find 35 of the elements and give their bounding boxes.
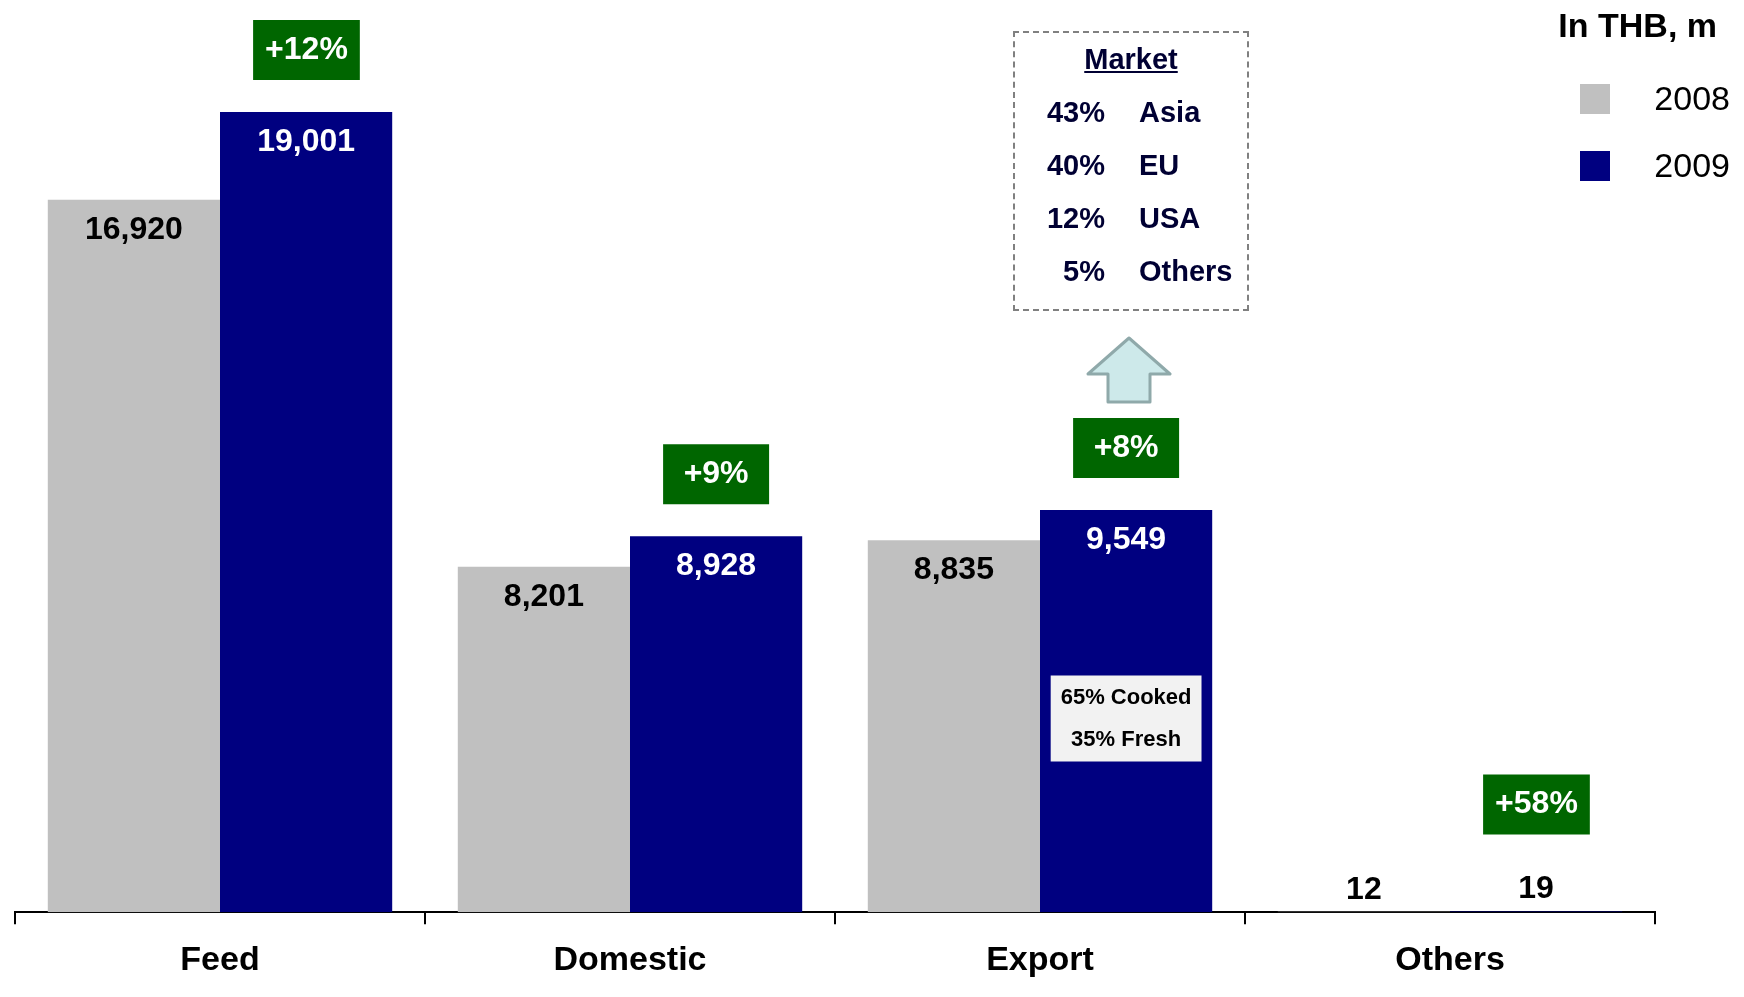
data-label: 19: [1518, 869, 1554, 906]
annotation: USA: [1139, 202, 1201, 235]
x-tick-label: Export: [986, 938, 1094, 977]
x-tick-label: Others: [1395, 938, 1505, 977]
annotation: Asia: [1139, 96, 1201, 129]
x-tick-label: Feed: [180, 938, 260, 977]
annotation: +9%: [683, 454, 749, 491]
data-label: 12: [1346, 869, 1382, 906]
annotation: +58%: [1495, 784, 1578, 821]
annotation: 43%: [1045, 96, 1105, 129]
data-label: 8,835: [913, 549, 994, 586]
x-tick-label: Domestic: [553, 938, 707, 977]
legend-label: 2008: [1654, 79, 1730, 118]
text: +12%: [265, 29, 348, 66]
bar: [47, 199, 220, 913]
data-label: 16,920: [84, 209, 183, 246]
annotation: 40%: [1045, 149, 1105, 182]
data-label: 8,201: [503, 576, 584, 613]
annotation: Others: [1139, 255, 1233, 288]
data-label: 8,928: [676, 546, 757, 583]
annotation: 65% Cooked: [1060, 683, 1192, 709]
annotation: 12%: [1045, 202, 1105, 235]
bar: [867, 540, 1040, 913]
text: Market: [1083, 43, 1179, 76]
annotation: 35% Fresh: [1071, 725, 1182, 751]
legend-label: 2009: [1654, 146, 1730, 185]
legend-title: In THB, m: [1558, 6, 1719, 45]
annotation: EU: [1139, 149, 1180, 182]
annotation: 5%: [1062, 255, 1105, 288]
bar: [220, 112, 393, 913]
data-label: 19,001: [257, 121, 356, 158]
data-label: 9,549: [1086, 519, 1167, 556]
bar: [457, 566, 630, 913]
bar: [630, 536, 803, 913]
annotation: +8%: [1093, 427, 1159, 464]
